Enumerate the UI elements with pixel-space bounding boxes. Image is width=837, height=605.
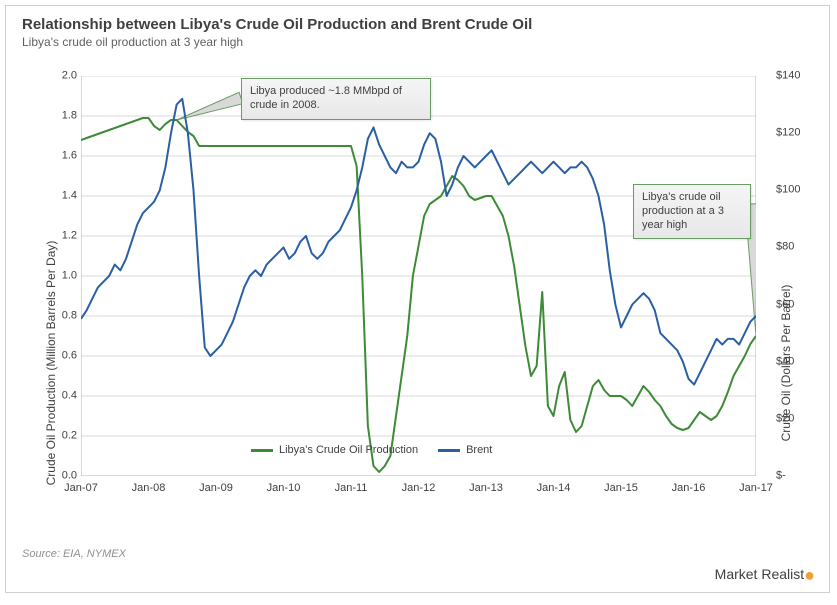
legend-swatch-brent <box>438 449 460 452</box>
x-tick: Jan-16 <box>672 482 706 494</box>
x-tick: Jan-14 <box>537 482 571 494</box>
x-tick: Jan-15 <box>604 482 638 494</box>
brand-dot-icon: ● <box>804 565 815 585</box>
x-tick: Jan-12 <box>402 482 436 494</box>
y-right-tick: $20 <box>776 413 816 424</box>
y-right-axis: $-$20$40$60$80$100$120$140 <box>774 76 814 476</box>
annotation-3yr-high: Libya's crude oil production at a 3 year… <box>633 184 751 239</box>
x-tick: Jan-11 <box>335 482 368 494</box>
legend-label-brent: Brent <box>466 444 492 456</box>
annotation-2008: Libya produced ~1.8 MMbpd of crude in 20… <box>241 78 431 120</box>
y-left-tick: 1.0 <box>37 271 77 282</box>
source-text: Source: EIA, NYMEX <box>22 548 126 560</box>
chart-title: Relationship between Libya's Crude Oil P… <box>22 16 813 33</box>
plot-area: Libya's Crude Oil Production Brent Libya… <box>81 76 756 476</box>
y-right-tick: $40 <box>776 356 816 367</box>
chart-subtitle: Libya's crude oil production at 3 year h… <box>22 35 813 49</box>
data-lines <box>81 76 756 476</box>
legend: Libya's Crude Oil Production Brent <box>251 444 492 456</box>
chart-card: Relationship between Libya's Crude Oil P… <box>5 5 830 593</box>
title-block: Relationship between Libya's Crude Oil P… <box>6 6 829 53</box>
y-right-tick: $140 <box>776 71 816 82</box>
y-left-axis: 0.00.20.40.60.81.01.21.41.61.82.0 <box>39 76 79 476</box>
y-left-tick: 1.8 <box>37 111 77 122</box>
x-tick: Jan-07 <box>64 482 98 494</box>
brand-label: Market Realist● <box>715 565 815 586</box>
y-right-tick: $60 <box>776 299 816 310</box>
y-left-tick: 1.2 <box>37 231 77 242</box>
legend-item-brent: Brent <box>438 444 492 456</box>
x-tick: Jan-09 <box>199 482 233 494</box>
y-right-tick: $100 <box>776 185 816 196</box>
x-tick: Jan-17 <box>739 482 773 494</box>
x-tick: Jan-08 <box>132 482 166 494</box>
y-left-tick: 1.4 <box>37 191 77 202</box>
legend-swatch-libya <box>251 449 273 452</box>
y-left-tick: 0.2 <box>37 431 77 442</box>
plot-wrapper: Crude Oil Production (Million Barrels Pe… <box>61 76 776 506</box>
y-left-tick: 2.0 <box>37 71 77 82</box>
y-right-tick: $80 <box>776 242 816 253</box>
y-right-tick: $120 <box>776 128 816 139</box>
y-left-tick: 0.6 <box>37 351 77 362</box>
x-axis: Jan-07Jan-08Jan-09Jan-10Jan-11Jan-12Jan-… <box>81 476 756 506</box>
y-left-tick: 0.8 <box>37 311 77 322</box>
legend-item-libya: Libya's Crude Oil Production <box>251 444 418 456</box>
y-left-tick: 0.4 <box>37 391 77 402</box>
y-right-tick: $- <box>776 471 816 482</box>
y-left-tick: 1.6 <box>37 151 77 162</box>
legend-label-libya: Libya's Crude Oil Production <box>279 444 418 456</box>
x-tick: Jan-10 <box>267 482 301 494</box>
x-tick: Jan-13 <box>469 482 503 494</box>
y-left-tick: 0.0 <box>37 471 77 482</box>
